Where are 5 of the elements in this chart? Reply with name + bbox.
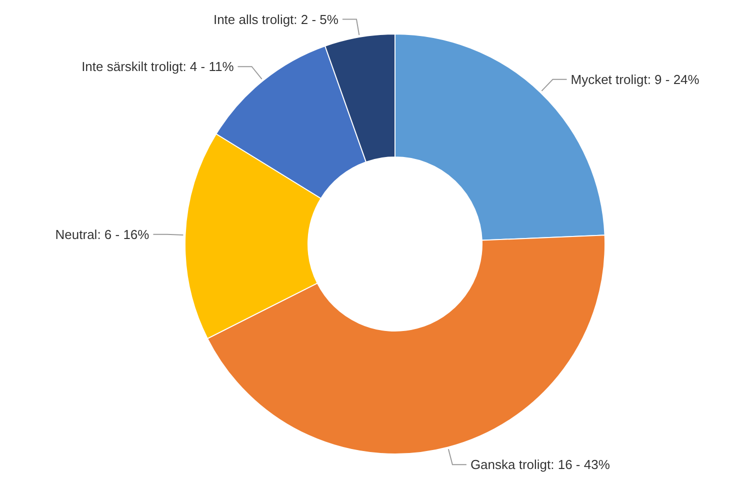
slice-label: Mycket troligt: 9 - 24% [570,72,700,87]
slice-label: Inte alls troligt: 2 - 5% [213,12,339,27]
slice-label: Neutral: 6 - 16% [55,226,150,242]
slice-label: Inte särskilt troligt: 4 - 11% [82,59,234,74]
slice-label: Ganska troligt: 16 - 43% [470,457,610,472]
